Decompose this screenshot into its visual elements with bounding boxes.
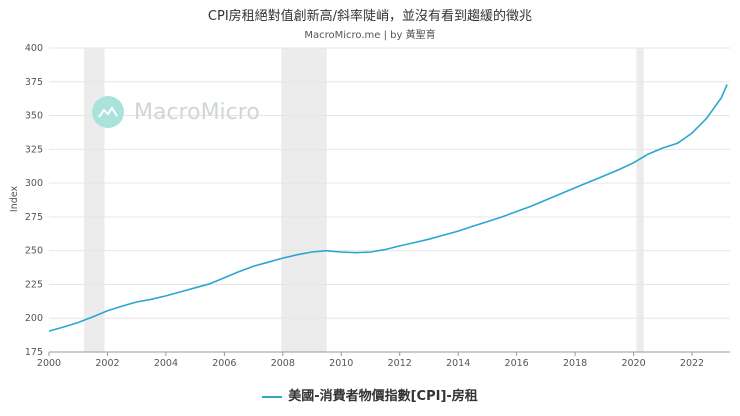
y-tick-label: 300 (25, 178, 43, 189)
series-line (48, 84, 728, 332)
x-tick-label: 2004 (154, 358, 178, 369)
y-tick-label: 375 (25, 77, 43, 88)
x-tick-label: 2002 (95, 358, 119, 369)
series-group (48, 84, 728, 332)
chart-subtitle: MacroMicro.me | by 黃聖育 (304, 30, 436, 41)
legend[interactable]: 美國-消費者物價指數[CPI]-房租 (0, 385, 740, 404)
x-tick-label: 2022 (680, 358, 704, 369)
x-tick-label: 2010 (329, 358, 353, 369)
y-tick-label: 175 (25, 347, 43, 358)
y-tick-label: 325 (25, 144, 43, 155)
recession-band (281, 48, 327, 352)
recession-shading (84, 48, 644, 352)
y-axis-ticks: 175 200 225 250 275 300 325 350 375 400 (25, 43, 43, 358)
y-tick-label: 200 (25, 313, 43, 324)
x-tick-label: 2014 (446, 358, 470, 369)
x-tick-label: 2006 (212, 358, 236, 369)
x-tick-label: 2016 (505, 358, 529, 369)
legend-swatch (262, 395, 283, 398)
watermark-text: MacroMicro (134, 99, 260, 125)
y-axis-label: Index (9, 186, 20, 213)
x-tick-label: 2008 (271, 358, 295, 369)
chart-title: CPI房租絕對值創新高/斜率陡峭，並沒有看到趨緩的徵兆 (207, 9, 533, 24)
recession-band (84, 48, 105, 352)
y-tick-label: 275 (25, 212, 43, 223)
x-tick-label: 2018 (563, 358, 587, 369)
x-axis-ticks: 2000 2002 2004 2006 2008 2010 2012 2014 2016 2018… (37, 351, 730, 369)
y-tick-label: 350 (25, 111, 43, 122)
watermark: MacroMicro (92, 96, 260, 128)
x-tick-label: 2000 (37, 358, 61, 369)
y-tick-label: 400 (25, 43, 43, 54)
recession-band (636, 48, 644, 352)
y-tick-label: 250 (25, 246, 43, 257)
x-tick-label: 2012 (388, 358, 412, 369)
legend-label: 美國-消費者物價指數[CPI]-房租 (288, 389, 478, 404)
y-tick-label: 225 (25, 279, 43, 290)
grid-lines (49, 47, 730, 353)
x-tick-label: 2020 (621, 358, 645, 369)
macromicro-logo-icon (92, 96, 124, 128)
